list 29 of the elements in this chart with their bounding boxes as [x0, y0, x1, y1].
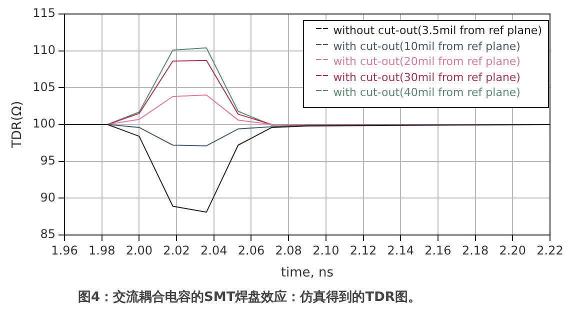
x-tick-label: 2.18 — [462, 243, 489, 258]
x-tick-label: 1.98 — [88, 243, 116, 258]
x-tick-label: 2.00 — [126, 243, 153, 258]
x-axis-title: time, ns — [280, 266, 334, 281]
y-tick-label: 85 — [40, 227, 56, 242]
x-tick-label: 2.02 — [163, 243, 190, 258]
y-tick-label: 90 — [40, 190, 56, 204]
legend-label: with cut-out(30mil from ref plane) — [333, 70, 520, 84]
y-tick-label: 110 — [32, 42, 56, 57]
y-axis-title: TDR(Ω) — [10, 100, 26, 150]
y-tick-label: 95 — [40, 153, 56, 168]
x-tick-label: 2.10 — [312, 243, 340, 258]
x-tick-label: 2.06 — [238, 243, 265, 258]
y-tick-label: 105 — [32, 80, 56, 94]
legend-label: with cut-out(40mil from ref plane) — [333, 86, 520, 99]
x-tick-label: 2.16 — [424, 243, 452, 258]
legend-label: without cut-out(3.5mil from ref plane) — [333, 24, 542, 37]
x-tick-label: 2.12 — [350, 243, 377, 258]
x-tick-label: 1.96 — [51, 243, 78, 258]
x-tick-label: 2.08 — [275, 243, 302, 258]
caption: 图4：交流耦合电容的SMT焊盘效应：仿真得到的TDR图。 — [78, 288, 421, 306]
y-tick-label: 100 — [32, 116, 56, 131]
legend-label: with cut-out(10mil from ref plane) — [333, 40, 520, 52]
x-tick-label: 2.22 — [536, 243, 564, 258]
y-tick-label: 115 — [32, 6, 56, 20]
x-tick-label: 2.20 — [499, 243, 526, 258]
x-tick-label: 2.04 — [200, 243, 228, 258]
x-tick-label: 2.14 — [387, 243, 414, 258]
legend-label: with cut-out(20mil from ref plane) — [333, 55, 520, 68]
